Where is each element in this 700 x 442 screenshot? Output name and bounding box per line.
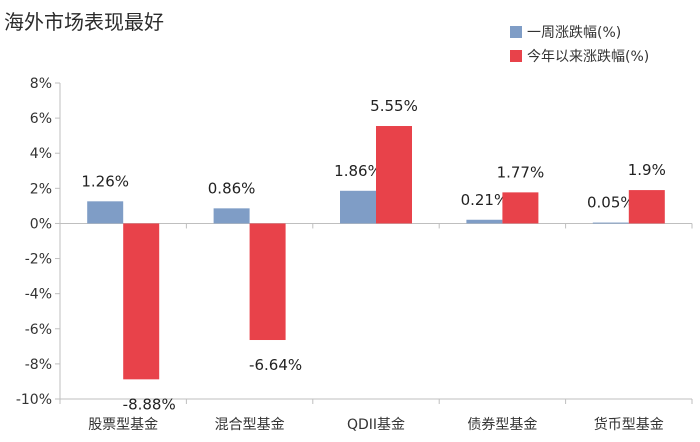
chart-title: 海外市场表现最好 <box>4 10 164 34</box>
data-label: 1.26% <box>81 172 129 190</box>
data-label: -6.64% <box>249 356 302 374</box>
data-label: -8.88% <box>123 395 176 413</box>
bar-ytd <box>123 223 160 380</box>
y-tick-label: 2% <box>30 181 52 197</box>
data-label: 1.86% <box>334 162 382 180</box>
bar-ytd <box>502 192 539 224</box>
legend-swatch-weekly <box>510 26 522 38</box>
y-tick-label: -2% <box>25 252 52 268</box>
data-label: 0.86% <box>208 179 256 197</box>
bar-weekly <box>466 219 503 224</box>
data-label: 1.77% <box>497 163 545 181</box>
legend-swatch-ytd <box>510 50 522 62</box>
bar-weekly <box>87 201 124 224</box>
x-category-label: 股票型基金 <box>88 416 158 433</box>
x-category-label: 债券型基金 <box>467 416 537 433</box>
y-tick-label: 8% <box>30 76 52 92</box>
data-label: 0.05% <box>587 194 635 212</box>
y-tick-label: -8% <box>25 357 52 373</box>
y-tick-label: -10% <box>16 392 52 408</box>
bar-weekly <box>592 222 629 224</box>
bar-weekly <box>340 190 376 224</box>
y-tick-label: 4% <box>30 146 52 162</box>
legend-item-ytd: 今年以来涨跌幅(%) <box>510 44 649 68</box>
legend-item-weekly: 一周涨跌幅(%) <box>510 20 649 44</box>
legend-label-weekly: 一周涨跌幅(%) <box>527 25 622 41</box>
legend-label-ytd: 今年以来涨跌幅(%) <box>527 49 650 65</box>
bar-ytd <box>628 190 665 224</box>
y-tick-label: -6% <box>25 322 52 338</box>
y-tick-label: 0% <box>30 216 52 232</box>
data-label: 1.9% <box>628 161 666 179</box>
x-category-label: QDII基金 <box>347 416 405 433</box>
y-tick-label: -4% <box>25 287 52 303</box>
bar-ytd <box>249 223 286 341</box>
x-category-label: 货币型基金 <box>594 416 664 433</box>
legend: 一周涨跌幅(%) 今年以来涨跌幅(%) <box>510 20 649 68</box>
bar-ytd <box>376 126 412 224</box>
y-tick-label: 6% <box>30 111 52 127</box>
bar-weekly <box>213 208 250 224</box>
data-label: 0.21% <box>461 191 509 209</box>
data-label: 5.55% <box>370 97 418 115</box>
x-category-label: 混合型基金 <box>215 416 285 433</box>
